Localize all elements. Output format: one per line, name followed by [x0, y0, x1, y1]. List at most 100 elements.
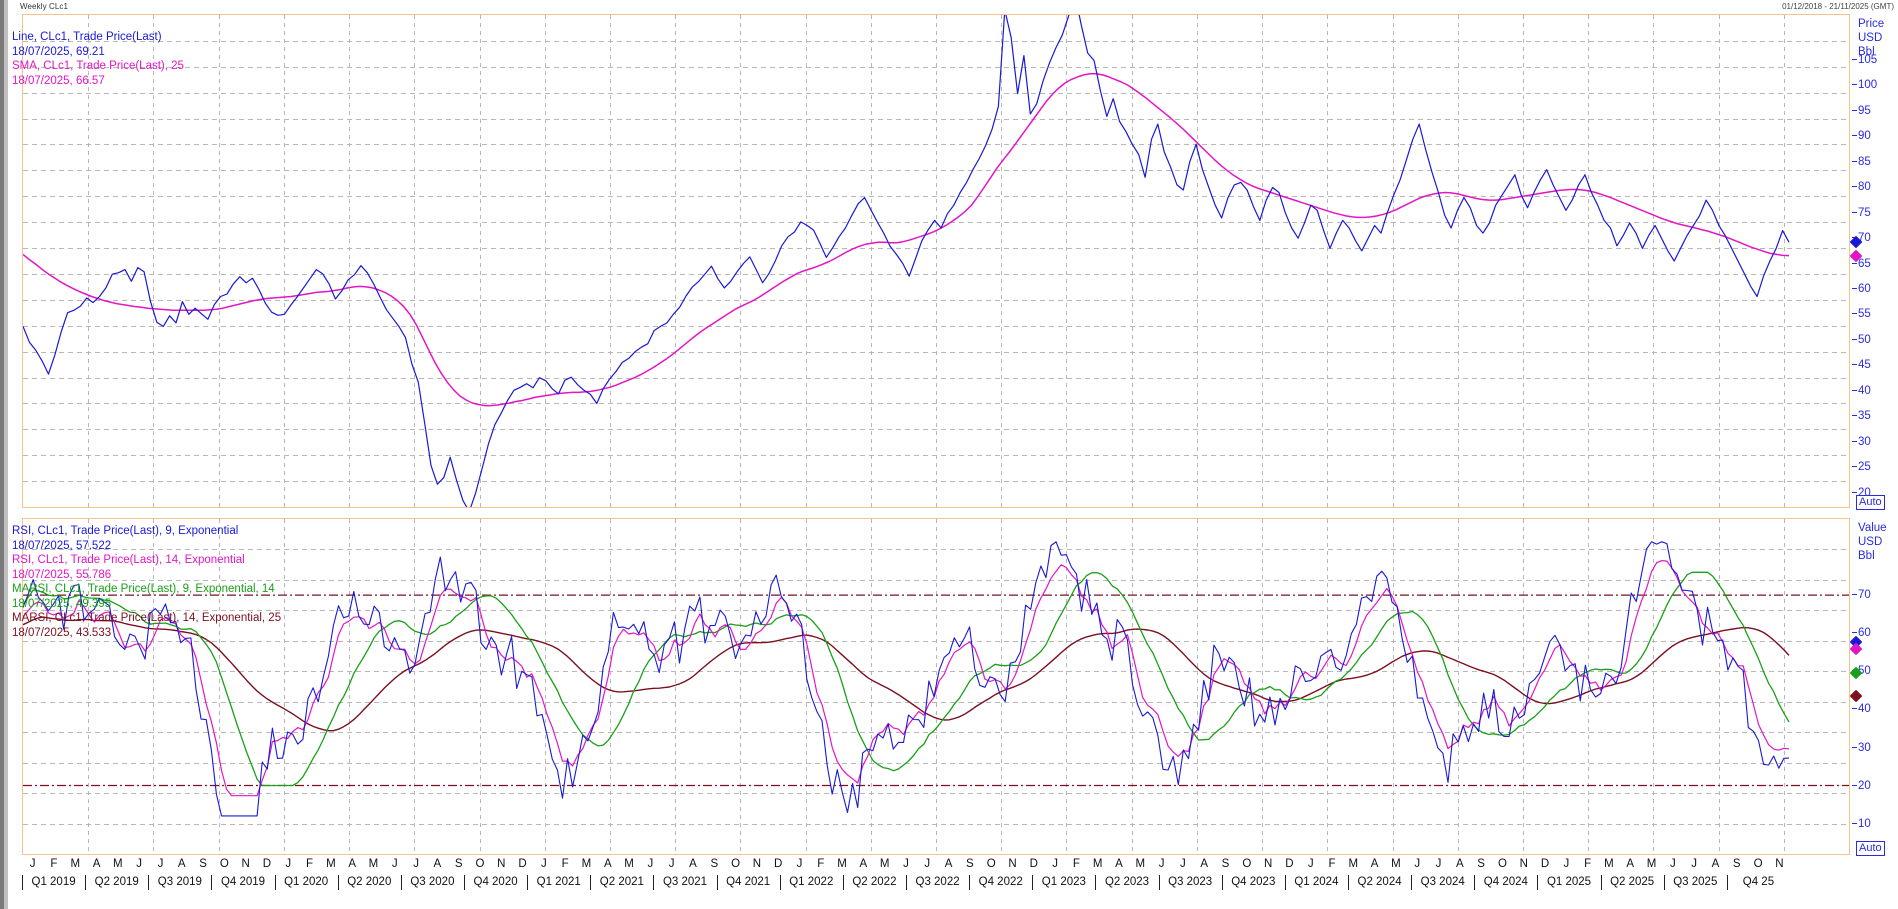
x-axis-month-label: M — [837, 858, 847, 870]
x-axis-month-label: N — [1775, 858, 1784, 870]
x-axis-quarter-label: Q4 2024 — [1483, 876, 1528, 888]
x-axis-month-label: F — [1584, 858, 1592, 870]
x-axis-quarter-label: Q4 2019 — [220, 876, 266, 888]
x-axis-month-label: J — [1691, 858, 1698, 870]
x-axis-quarter-label: Q4 2023 — [1231, 876, 1276, 888]
x-axis-month-label: A — [1455, 858, 1464, 870]
x-axis-quarter-separator — [85, 875, 87, 890]
x-axis-quarter-separator — [653, 875, 655, 890]
x-axis-month-label: A — [433, 858, 442, 870]
x-axis-month-label: D — [518, 858, 527, 870]
x-axis-quarter-separator — [1348, 875, 1349, 890]
x-axis-month-label: A — [1200, 858, 1209, 870]
rsi-panel[interactable] — [22, 518, 1850, 855]
axis-tick-95: 95 — [1852, 105, 1871, 117]
x-axis-quarter-separator — [779, 875, 781, 890]
x-axis-month-label: S — [1221, 858, 1230, 870]
x-axis-quarter-label: Q2 2020 — [347, 876, 392, 888]
x-axis-month-label: O — [986, 858, 996, 870]
axis-tick-65: 65 — [1852, 258, 1871, 270]
price-axis[interactable]: Price USD Bbl 105 100 95 90 85 80 75 70 65 60 55 50 45 4… — [1849, 14, 1898, 508]
x-axis-month-label: A — [944, 858, 953, 870]
axis-tick-25: 25 — [1852, 461, 1871, 473]
x-axis-month-label: J — [391, 858, 398, 870]
x-axis-quarter-separator — [1600, 875, 1602, 890]
x-axis-month-label: J — [903, 858, 909, 870]
x-axis-month-label: A — [689, 858, 697, 870]
x-axis-month-label: S — [199, 858, 207, 870]
x-axis-month-label: J — [1158, 858, 1165, 870]
x-axis-month-label: O — [1242, 858, 1252, 870]
x-axis-month-label: J — [136, 858, 143, 870]
x-axis-month-label: J — [285, 858, 292, 870]
x-axis-quarter-separator — [590, 875, 592, 890]
x-axis-month-label: F — [50, 858, 58, 870]
x-axis-quarter-separator — [1221, 875, 1223, 890]
rsi-auto-scale-button[interactable]: Auto — [1856, 841, 1885, 856]
x-axis-quarter-label: Q1 2020 — [284, 876, 329, 888]
axis-tick-40: 40 — [1852, 385, 1871, 397]
x-axis-month-label: J — [541, 858, 547, 870]
x-axis-month-label: O — [1497, 858, 1507, 870]
x-axis-quarter-label: Q4 2020 — [473, 876, 518, 888]
x-axis-month-label: A — [1370, 858, 1379, 870]
x-axis-quarter-label: Q1 2025 — [1546, 876, 1592, 888]
x-axis-month-label: J — [1052, 858, 1058, 870]
x-axis-month-label: A — [1626, 858, 1635, 870]
axis-tick-100: 100 — [1852, 79, 1877, 91]
axis-tick-45: 45 — [1852, 359, 1871, 371]
x-axis-month-label: M — [624, 858, 634, 870]
x-axis-month-label: J — [1563, 858, 1570, 870]
x-axis-month-label: D — [1029, 858, 1038, 870]
left-gutter-rail-dark — [0, 0, 4, 909]
x-axis-quarter-label: Q3 2020 — [410, 876, 455, 888]
x-axis-quarter-separator — [1474, 875, 1476, 890]
x-axis-quarter-separator — [1284, 875, 1286, 890]
x-axis-month-label: O — [219, 858, 229, 870]
x-axis-month-label: J — [796, 858, 803, 870]
price-chart-svg — [23, 15, 1849, 507]
x-axis-quarter-separator — [464, 875, 465, 890]
axis-tick-60: 60 — [1852, 627, 1871, 639]
x-axis-month-label: M — [1604, 858, 1614, 870]
x-axis-quarter-label: Q3 2025 — [1673, 876, 1718, 888]
price-plot-area[interactable] — [23, 15, 1849, 507]
x-axis-month-label: M — [1092, 858, 1103, 870]
x-axis-quarter-label: Q4 2021 — [726, 876, 771, 888]
x-axis-month-label: A — [348, 858, 356, 870]
x-axis-quarter-separator — [211, 875, 213, 890]
x-axis-quarter-label: Q3 2019 — [157, 876, 202, 888]
axis-tick-35: 35 — [1852, 410, 1871, 422]
axis-header-usd: USD — [1858, 536, 1883, 548]
rsi-axis[interactable]: Value USD Bbl 70 60 50 40 30 20 10 — [1849, 518, 1898, 855]
rsi-plot-area[interactable] — [23, 519, 1849, 854]
x-axis-quarter-separator — [1411, 875, 1413, 890]
x-axis-month-label: J — [29, 858, 36, 870]
x-axis-quarter-separator — [274, 875, 276, 890]
x-axis-month-label: N — [1263, 858, 1273, 870]
titlebar: Weekly CLc1 01/12/2018 - 21/11/2025 (GMT… — [0, 0, 1898, 14]
price-auto-scale-button[interactable]: Auto — [1856, 495, 1885, 510]
x-axis-month-label: S — [1477, 858, 1485, 870]
x-axis-quarter-label: Q1 2024 — [1294, 876, 1339, 888]
axis-header-bbl: Bbl — [1858, 46, 1875, 58]
x-axis-quarter-separator — [1663, 875, 1665, 890]
x-axis-month-label: M — [70, 858, 81, 870]
axis-tick-30: 30 — [1852, 436, 1871, 448]
x-axis-quarter-separator — [1537, 875, 1539, 890]
axis-tick-50: 50 — [1852, 334, 1871, 346]
axis-tick-80: 80 — [1852, 181, 1871, 193]
x-axis-quarter-separator — [1095, 875, 1097, 890]
date-range-label: 01/12/2018 - 21/11/2025 (GMT) — [1782, 2, 1894, 11]
x-axis-month-label: D — [262, 858, 272, 870]
price-panel[interactable] — [22, 14, 1850, 508]
x-axis-month-label: J — [413, 858, 419, 870]
x-axis-quarter-label: Q3 2022 — [915, 876, 960, 888]
x-axis-month-label: N — [752, 858, 762, 870]
axis-header-bbl: Bbl — [1858, 550, 1875, 562]
x-axis-quarter-label: Q3 2023 — [1168, 876, 1213, 888]
x-axis-month-label: J — [157, 858, 164, 870]
x-axis-quarter-separator — [1158, 875, 1160, 890]
x-axis-month-label: J — [1435, 858, 1442, 870]
